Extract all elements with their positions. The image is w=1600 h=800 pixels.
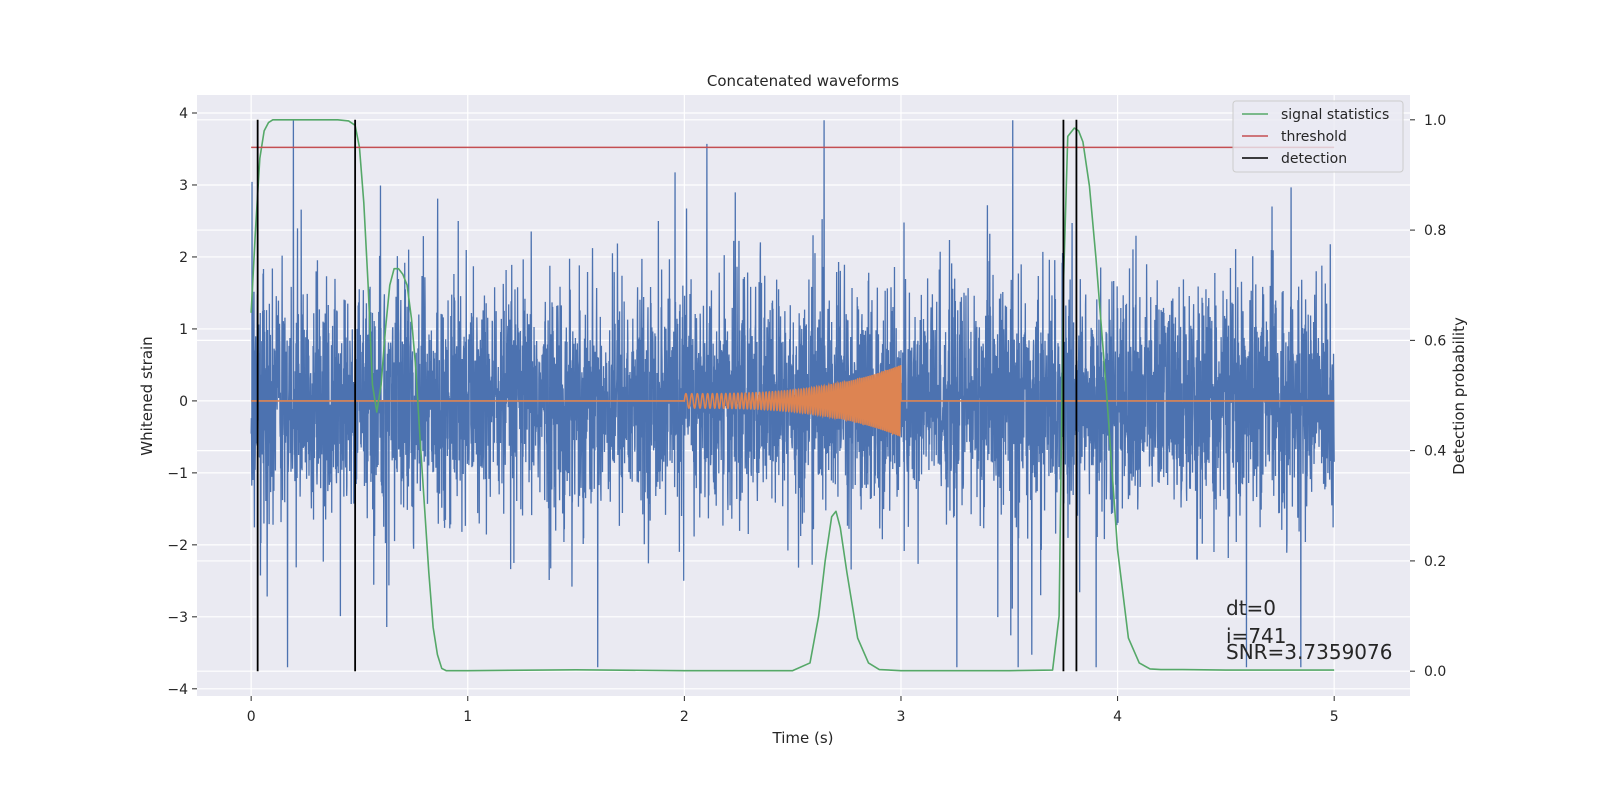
y-tick-label: −3 <box>167 610 188 626</box>
y-axis-right: 0.0 0.2 0.4 0.6 0.8 1.0 <box>1410 113 1446 680</box>
y-tick-label: −2 <box>167 538 188 554</box>
y2-tick-label: 0.6 <box>1424 333 1446 349</box>
x-tick-label: 2 <box>680 709 689 725</box>
x-tick-label: 5 <box>1330 709 1339 725</box>
x-tick-label: 1 <box>463 709 472 725</box>
y-axis-label: Whitened strain <box>138 336 156 455</box>
y-tick-label: −4 <box>167 682 188 698</box>
legend: signal statistics threshold detection <box>1233 101 1403 172</box>
x-axis: 0 1 2 3 4 5 <box>247 696 1339 725</box>
legend-label-signal-statistics: signal statistics <box>1281 107 1389 123</box>
y-tick-label: 0 <box>179 394 188 410</box>
x-tick-label: 4 <box>1113 709 1122 725</box>
x-tick-label: 3 <box>897 709 906 725</box>
legend-label-threshold: threshold <box>1281 129 1347 145</box>
y-tick-label: 2 <box>179 250 188 266</box>
y-tick-label: 1 <box>179 322 188 338</box>
y2-tick-label: 0.8 <box>1424 223 1446 239</box>
y2-axis-label: Detection probability <box>1450 317 1468 475</box>
x-axis-label: Time (s) <box>772 729 834 747</box>
legend-label-detection: detection <box>1281 151 1347 167</box>
y2-tick-label: 1.0 <box>1424 113 1446 129</box>
x-tick-label: 0 <box>247 709 256 725</box>
y-tick-label: −1 <box>167 466 188 482</box>
y-axis-left: −4 −3 −2 −1 0 1 2 3 4 <box>167 106 197 698</box>
annotation-dt: dt=0 <box>1226 596 1276 620</box>
annotation-snr: SNR=3.7359076 <box>1226 640 1392 664</box>
y-tick-label: 4 <box>179 106 188 122</box>
y2-tick-label: 0.2 <box>1424 554 1446 570</box>
y2-tick-label: 0.4 <box>1424 444 1446 460</box>
y-tick-label: 3 <box>179 178 188 194</box>
y2-tick-label: 0.0 <box>1424 664 1446 680</box>
chart-title: Concatenated waveforms <box>707 72 899 90</box>
